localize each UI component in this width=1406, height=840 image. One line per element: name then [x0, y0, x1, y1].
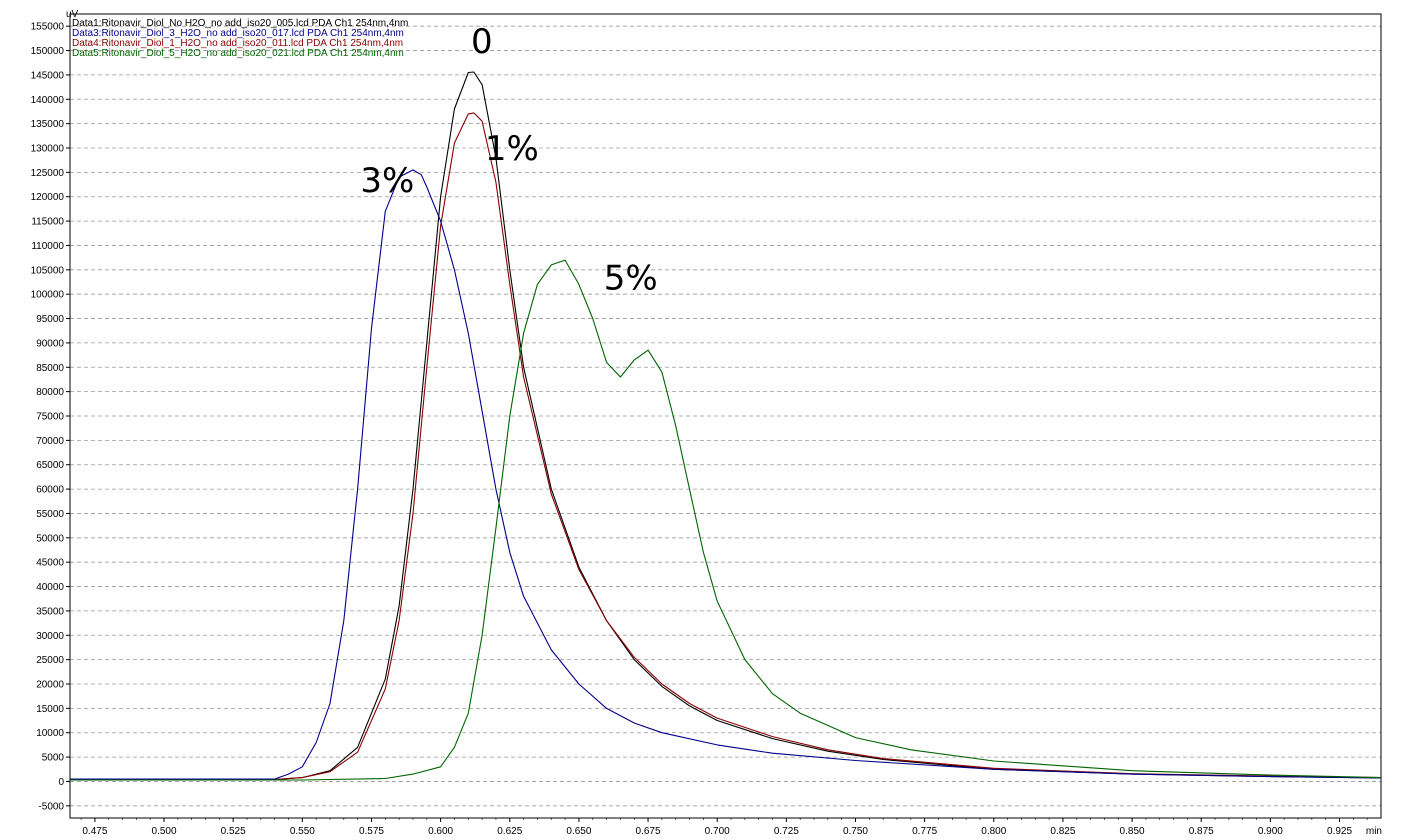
x-tick-label: 0.650: [566, 826, 591, 837]
y-tick-label: 25000: [36, 655, 64, 666]
y-tick-label: 10000: [36, 728, 64, 739]
y-axis: -5000 0 5000 10000 15000 20000 25000 30000 35000…: [31, 22, 70, 812]
x-tick-label: 0.850: [1120, 826, 1145, 837]
y-tick-label: 85000: [36, 363, 64, 374]
y-tick-label: 75000: [36, 412, 64, 423]
y-tick-label: 45000: [36, 558, 64, 569]
y-tick-label: 135000: [31, 119, 65, 130]
x-tick-label: 0.725: [774, 826, 799, 837]
x-tick-label: 0.500: [152, 826, 177, 837]
y-tick-label: 35000: [36, 606, 64, 617]
legend-entry: Data4:Ritonavir_Diol_1_H2O_no add_iso20_…: [72, 38, 403, 49]
x-tick-label: 0.550: [290, 826, 315, 837]
series-group: [70, 71, 1382, 781]
grid-lines: [70, 25, 1381, 807]
y-tick-label: 140000: [31, 95, 65, 106]
y-tick-label: 130000: [31, 144, 65, 155]
y-tick-label: 50000: [36, 533, 64, 544]
y-tick-label: 40000: [36, 582, 64, 593]
y-tick-label: 60000: [36, 485, 64, 496]
x-tick-label: 0.775: [912, 826, 937, 837]
x-tick-label: 0.875: [1189, 826, 1214, 837]
y-tick-label: 30000: [36, 631, 64, 642]
x-axis: 0.475 0.500 0.525 0.550 0.575 0.600 0.625 0.650…: [80, 818, 1368, 837]
peak-label: 3%: [360, 161, 414, 201]
series-line-3: [70, 169, 1382, 780]
y-tick-label: 90000: [36, 338, 64, 349]
y-tick-label: 105000: [31, 265, 65, 276]
y-tick-label: 5000: [42, 753, 65, 764]
x-tick-label: 0.575: [359, 826, 384, 837]
y-tick-label: 0: [58, 777, 64, 788]
y-tick-label: 20000: [36, 680, 64, 691]
x-tick-label: 0.750: [843, 826, 868, 837]
x-tick-label: 0.675: [636, 826, 661, 837]
x-tick-label: 0.825: [1050, 826, 1075, 837]
y-tick-label: 95000: [36, 314, 64, 325]
x-tick-label: 0.700: [705, 826, 730, 837]
x-tick-label: 0.525: [221, 826, 246, 837]
y-tick-label: 145000: [31, 70, 65, 81]
x-tick-label: 0.625: [497, 826, 522, 837]
legend: Data1:Ritonavir_Diol_No H2O_no add_iso20…: [72, 18, 408, 59]
y-tick-label: -5000: [38, 801, 64, 812]
y-tick-label: 100000: [31, 290, 65, 301]
x-tick-label: 0.800: [981, 826, 1006, 837]
peak-annotations: 0 1% 3% 5%: [360, 22, 657, 298]
x-tick-label: 0.600: [428, 826, 453, 837]
peak-label: 1%: [485, 129, 539, 169]
series-line-2: [70, 112, 1382, 781]
y-tick-label: 80000: [36, 387, 64, 398]
peak-label: 5%: [604, 258, 658, 298]
legend-entry: Data5:Ritonavir_Diol_5_H2O_no add_iso20_…: [72, 48, 404, 59]
peak-label: 0: [471, 22, 493, 62]
x-tick-label: 0.925: [1327, 826, 1352, 837]
x-tick-label: 0.900: [1258, 826, 1283, 837]
y-tick-label: 70000: [36, 436, 64, 447]
y-tick-label: 65000: [36, 460, 64, 471]
y-tick-label: 150000: [31, 46, 65, 57]
x-tick-label: 0.475: [82, 826, 107, 837]
y-tick-label: 120000: [31, 192, 65, 203]
x-axis-unit-label: min: [1366, 826, 1382, 837]
y-tick-label: 125000: [31, 168, 65, 179]
y-tick-label: 55000: [36, 509, 64, 520]
y-axis-unit-label: uV: [66, 9, 79, 20]
y-tick-label: 110000: [31, 241, 64, 252]
y-tick-label: 115000: [31, 217, 64, 228]
y-tick-label: 15000: [36, 704, 64, 715]
series-line-1: [70, 71, 1382, 781]
legend-entry: Data3:Ritonavir_Diol_3_H2O_no add_iso20_…: [72, 28, 404, 39]
series-line-4: [70, 259, 1382, 781]
y-tick-label: 155000: [31, 22, 65, 33]
legend-entry: Data1:Ritonavir_Diol_No H2O_no add_iso20…: [72, 18, 408, 29]
